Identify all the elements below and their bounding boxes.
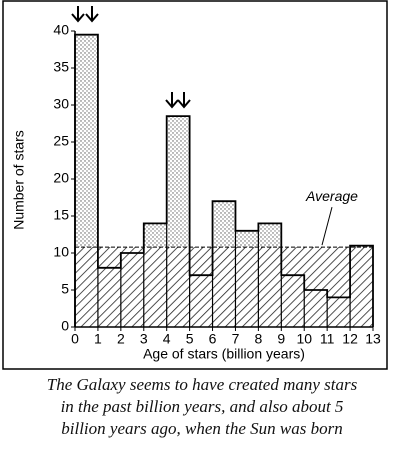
caption: billion years ago, when the Sun was born xyxy=(61,419,342,438)
x-axis-label: Age of stars (billion years) xyxy=(143,346,305,362)
y-tick-label: 20 xyxy=(53,170,69,186)
arrow xyxy=(71,6,85,23)
x-tick-label: 5 xyxy=(186,331,194,347)
x-tick-label: 4 xyxy=(163,331,171,347)
y-tick-label: 40 xyxy=(53,22,69,38)
annotation: Average xyxy=(305,188,358,204)
arrow xyxy=(165,92,179,109)
y-tick-label: 0 xyxy=(61,318,69,334)
bar-outline xyxy=(74,33,374,327)
average-area xyxy=(75,247,373,327)
y-tick-label: 25 xyxy=(53,133,69,149)
x-tick-label: 3 xyxy=(140,331,148,347)
x-tick-label: 6 xyxy=(209,331,217,347)
x-tick-label: 12 xyxy=(342,331,358,347)
y-tick-label: 15 xyxy=(53,207,69,223)
x-tick-label: 8 xyxy=(254,331,262,347)
arrow xyxy=(177,92,191,109)
x-tick-label: 2 xyxy=(117,331,125,347)
arrow xyxy=(85,6,99,23)
caption: The Galaxy seems to have created many st… xyxy=(47,375,358,394)
arrows xyxy=(71,6,191,109)
y-tick-label: 35 xyxy=(53,59,69,75)
x-tick-label: 0 xyxy=(71,331,79,347)
y-tick-label: 5 xyxy=(61,281,69,297)
x-tick-label: 13 xyxy=(365,331,381,347)
x-tick-label: 7 xyxy=(232,331,240,347)
x-tick-label: 10 xyxy=(296,331,312,347)
y-tick-label: 10 xyxy=(53,244,69,260)
caption: in the past billion years, and also abou… xyxy=(61,397,344,416)
y-axis-label: Number of stars xyxy=(11,130,27,230)
annotation-pointer xyxy=(321,206,333,246)
frame xyxy=(2,0,388,370)
y-tick-label: 30 xyxy=(53,96,69,112)
x-tick-label: 1 xyxy=(94,331,102,347)
x-tick-label: 9 xyxy=(277,331,285,347)
x-tick-label: 11 xyxy=(320,331,335,347)
